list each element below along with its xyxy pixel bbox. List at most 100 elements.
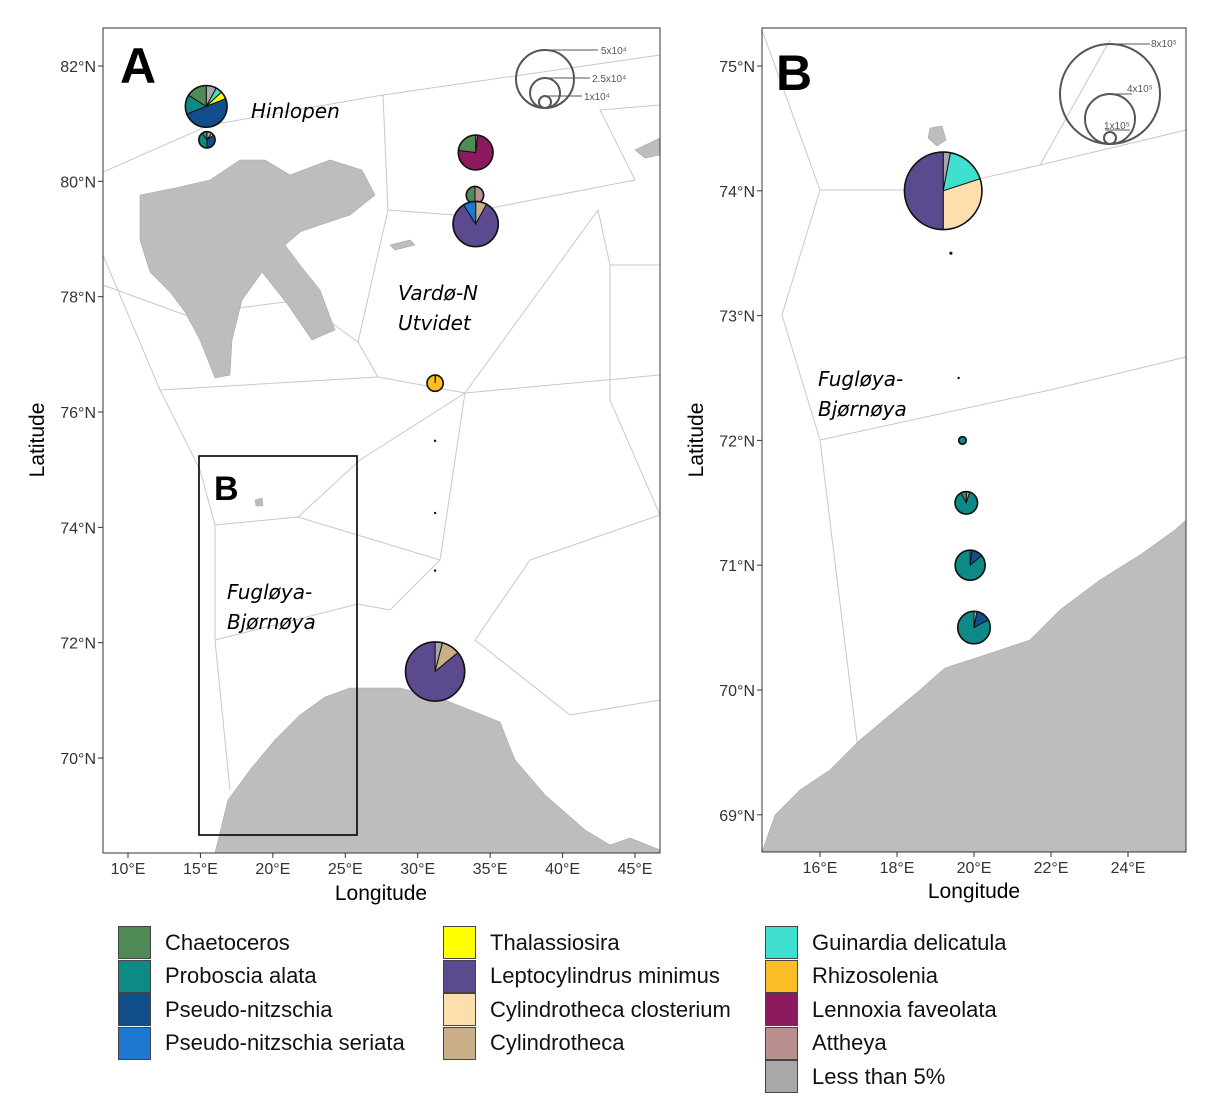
legend-item: Attheya [765, 1026, 1006, 1061]
pie-outline [954, 490, 979, 515]
pie-outline [957, 435, 968, 445]
svalbard [139, 159, 376, 379]
pie-chart [426, 374, 445, 393]
panel-a-map: 5x10⁴ 2.5x10⁴ 1x10⁴ B A Hinlopen Vardø-N… [26, 27, 661, 905]
legend-label: Proboscia alata [165, 963, 317, 989]
mainland-norway [762, 519, 1186, 852]
x-tick-label: 25°E [328, 861, 363, 878]
legend-label: Leptocylindrus minimus [490, 963, 720, 989]
pie-outline [956, 610, 992, 645]
x-tick-label: 24°E [1111, 860, 1146, 877]
legend-item: Less than 5% [765, 1060, 1006, 1094]
x-tick-label: 40°E [545, 861, 580, 878]
pie-chart [198, 130, 216, 149]
legend-swatch [118, 993, 151, 1027]
y-tick-label: 78°N [60, 290, 96, 307]
pie-dot [957, 376, 960, 380]
legend-label: Lennoxia faveolata [812, 996, 997, 1022]
inset-b-box [198, 455, 358, 836]
panel-letter-a: A [120, 38, 156, 94]
y-tick-label: 76°N [60, 405, 96, 422]
pie-chart [457, 134, 494, 171]
x-tick-label: 20°E [957, 860, 992, 877]
pie-chart [433, 511, 437, 515]
region-bjornoya: Bjørnøya [227, 610, 316, 634]
pie-outline [184, 84, 228, 129]
pie-chart [903, 151, 983, 231]
x-tick-label: 45°E [618, 861, 653, 878]
pie-dot [949, 251, 953, 255]
legend-swatch [765, 993, 798, 1027]
pie-chart [433, 439, 437, 443]
pie-chart [433, 569, 437, 572]
size-legend-a-label: 2.5x10⁴ [592, 74, 626, 85]
size-legend-b-label: 1x10⁵ [1104, 121, 1130, 132]
legend-swatch [118, 959, 151, 993]
pie-outline [452, 200, 500, 248]
pie-chart [452, 200, 500, 248]
y-tick-label: 74°N [719, 184, 755, 201]
pie-chart [957, 376, 960, 380]
pie-outline [457, 134, 494, 171]
pie-outline [954, 549, 986, 582]
legend-swatch [443, 993, 476, 1027]
region-utvidet: Utvidet [398, 311, 472, 335]
y-tick-label: 74°N [60, 520, 96, 537]
legend-swatch [118, 1026, 151, 1060]
legend-swatch [118, 926, 151, 960]
size-legend-b [1059, 43, 1161, 145]
x-tick-label: 20°E [255, 861, 290, 878]
legend-swatch [443, 959, 476, 993]
x-tick-label: 18°E [880, 860, 915, 877]
legend-item: Leptocylindrus minimus [443, 959, 731, 994]
region-fugloya: Fugløya- [818, 367, 903, 391]
bjornoya [254, 497, 264, 507]
panel-letter-b: B [776, 45, 812, 101]
legend-label: Pseudo-nitzschia [165, 996, 333, 1022]
land [762, 125, 1186, 852]
region-fugloya: Fugløya- [227, 580, 312, 604]
legend-item: Thalassiosira [443, 926, 731, 960]
land [139, 137, 660, 853]
legend-item: Chaetoceros [118, 926, 405, 960]
pie-chart [957, 435, 968, 445]
region-bjornoya: Bjørnøya [818, 397, 907, 421]
y-tick-label: 82°N [60, 59, 96, 76]
x-axis-label-b: Longitude [928, 880, 1020, 903]
size-legend-b-label: 4x10⁵ [1127, 84, 1153, 95]
pie-chart [954, 549, 986, 582]
legend-label: Attheya [812, 1030, 887, 1056]
legend-label: Thalassiosira [490, 929, 620, 955]
legend-label: Rhizosolenia [812, 963, 938, 989]
region-boundaries [103, 54, 660, 791]
legend-item: Proboscia alata [118, 959, 405, 994]
mainland-norway-russia [214, 687, 660, 853]
kong-karls-land [389, 239, 416, 251]
species-legend: Chaetoceros Proboscia alata Pseudo-nitzsch… [0, 926, 1205, 1113]
legend-item: Rhizosolenia [765, 959, 1006, 994]
pies-b [903, 151, 992, 645]
pie-dot [433, 569, 437, 572]
size-legend-a [515, 49, 598, 109]
y-tick-label: 80°N [60, 174, 96, 191]
region-hinlopen: Hinlopen [251, 99, 340, 123]
legend-swatch [765, 926, 798, 960]
legend-item: Cylindrotheca [443, 1026, 731, 1061]
y-tick-label: 75°N [719, 59, 755, 76]
pies-a [184, 84, 500, 702]
size-legend-a-label: 5x10⁴ [601, 46, 627, 57]
region-vardo-n: Vardø-N [398, 281, 478, 305]
y-tick-label: 70°N [719, 683, 755, 700]
inset-b-label: B [214, 470, 239, 508]
size-legend-a-label: 1x10⁴ [584, 92, 610, 103]
pie-dot [433, 511, 437, 515]
pie-outline [903, 151, 983, 231]
legend-swatch [443, 926, 476, 960]
pie-chart [956, 610, 992, 645]
pie-outline [404, 641, 466, 702]
y-tick-label: 73°N [719, 309, 755, 326]
size-legend-b-label: 8x10⁵ [1151, 39, 1177, 50]
ticks-b: 16°E 18°E 20°E 22°E 24°E 69°N 70°N 71°N 72°N 73°N… [719, 59, 1145, 877]
legend-item: Pseudo-nitzschia seriata [118, 1026, 405, 1061]
